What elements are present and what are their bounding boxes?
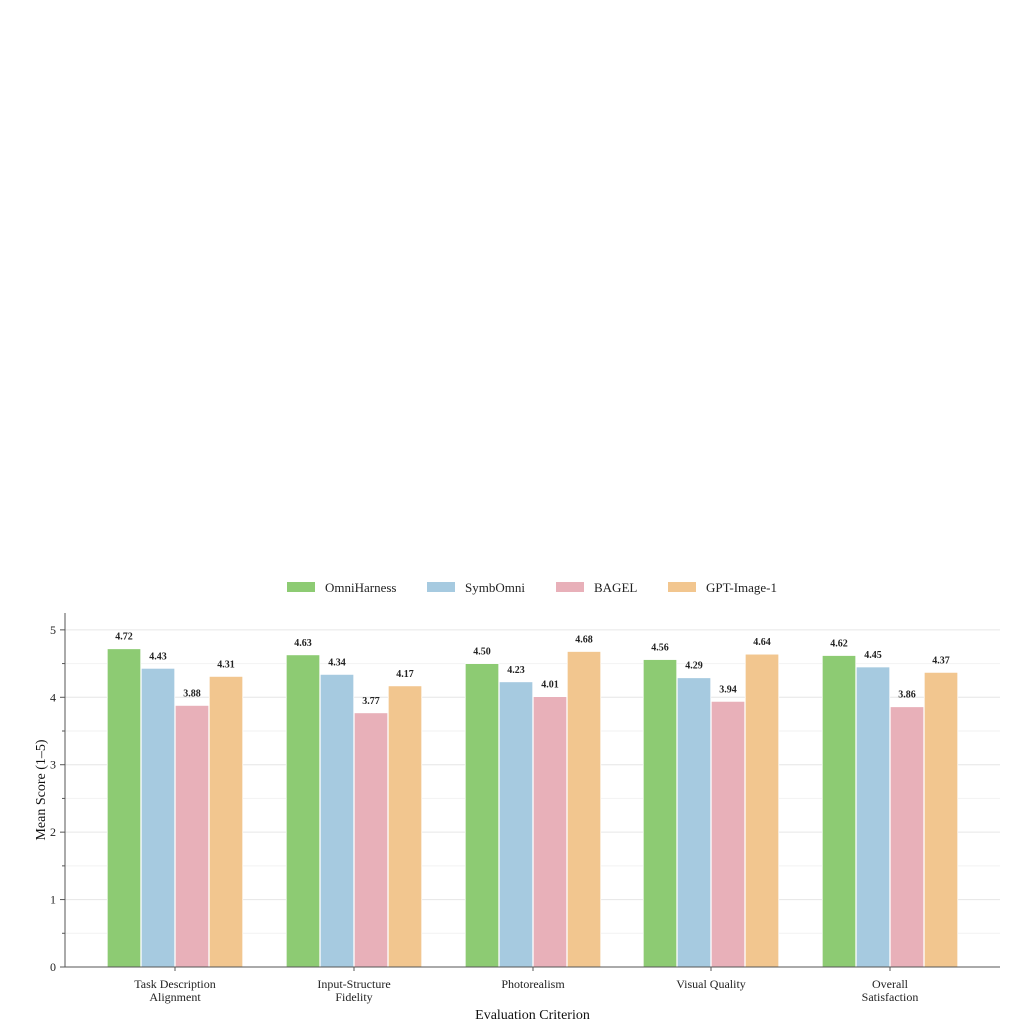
x-tick-label: Satisfaction [862,990,919,1004]
x-tick-label: Input-Structure [317,977,390,991]
y-tick-label: 4 [50,690,56,704]
data-label: 4.50 [473,647,491,658]
bar-omniharness [106,648,142,968]
bar-gpt-image-1 [387,685,423,968]
y-tick-label: 0 [50,960,56,974]
bar-bagel [174,704,210,968]
data-label: 4.72 [115,632,133,643]
x-tick-label: Photorealism [501,977,565,991]
data-label: 4.64 [753,637,771,648]
legend: OmniHarness SymbOmni BAGEL GPT-Image-1 [287,580,777,595]
x-tick-label: Overall [872,977,909,991]
bar-symbomni [140,667,176,968]
legend-label: SymbOmni [465,580,525,595]
data-label: 4.23 [507,665,525,676]
x-tick-label: Alignment [149,990,201,1004]
legend-swatch [287,582,315,592]
y-tick-label: 1 [50,893,56,907]
y-tick-label: 3 [50,758,56,772]
legend-swatch [556,582,584,592]
y-tick-label: 2 [50,825,56,839]
legend-label: GPT-Image-1 [706,580,777,595]
bar-gpt-image-1 [566,651,602,968]
bars [106,648,959,968]
legend-swatch [668,582,696,592]
bar-bagel [353,712,389,968]
bar-bagel [532,696,568,968]
data-label: 4.63 [294,638,312,649]
x-tick-label: Task Description [134,977,215,991]
x-tick-label: Fidelity [335,990,372,1004]
legend-label: OmniHarness [325,580,397,595]
legend-swatch [427,582,455,592]
bar-omniharness [285,654,321,968]
bar-symbomni [855,666,891,968]
data-label: 4.01 [541,680,559,691]
data-label: 3.88 [183,688,201,699]
data-label: 3.86 [898,690,916,701]
data-label: 4.34 [328,657,346,668]
data-label: 4.17 [396,669,414,680]
y-axis-title: Mean Score (1–5) [34,739,49,840]
bar-bagel [710,700,746,968]
legend-label: BAGEL [594,580,637,595]
bar-bagel [889,706,925,968]
bar-symbomni [676,677,712,968]
bar-symbomni [498,681,534,968]
bar-gpt-image-1 [923,671,959,968]
data-label: 3.94 [719,684,737,695]
data-label: 4.68 [575,634,593,645]
bar-omniharness [642,659,678,968]
data-label: 4.56 [651,643,669,654]
data-labels: 4.72 4.63 4.50 4.56 4.62 4.43 4.34 4.23 4.29 4.45… [115,632,950,707]
x-axis-title: Evaluation Criterion [475,1008,590,1023]
data-label: 4.29 [685,661,703,672]
data-label: 3.77 [362,696,380,707]
data-label: 4.43 [149,651,167,662]
data-label: 4.62 [830,638,848,649]
bar-omniharness [464,663,500,968]
data-label: 4.31 [217,659,235,670]
data-label: 4.45 [864,650,882,661]
data-label: 4.37 [932,655,950,666]
bar-symbomni [319,673,355,968]
bar-gpt-image-1 [208,675,244,968]
bar-gpt-image-1 [744,653,780,968]
bar-omniharness [821,655,857,968]
y-tick-label: 5 [50,623,56,637]
x-tick-label: Visual Quality [676,977,746,991]
